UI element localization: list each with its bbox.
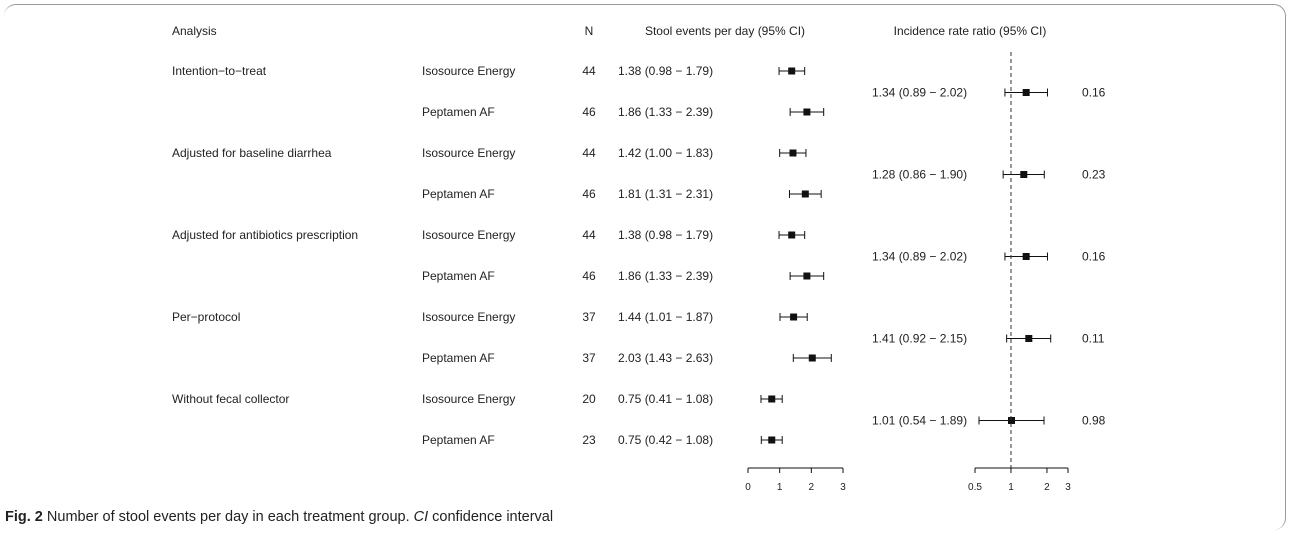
stool-estimate-label: 2.03 (1.43 − 2.63): [618, 351, 713, 365]
stool-point: [790, 313, 798, 321]
n-value: 20: [582, 392, 596, 406]
irr-estimate-label: 1.34 (0.89 − 2.02): [872, 250, 967, 264]
analysis-group: Per−protocol Isosource Energy 37 1.44 (1.01…: [172, 310, 1105, 365]
stool-estimate-label: 1.86 (1.33 − 2.39): [618, 269, 713, 283]
caption-fig-label: Fig. 2: [5, 509, 43, 525]
stool-point: [801, 190, 809, 198]
stool-estimate-label: 1.38 (0.98 − 1.79): [618, 228, 713, 242]
header-irr: Incidence rate ratio (95% CI): [894, 24, 1047, 38]
stool-estimate-label: 1.38 (0.98 − 1.79): [618, 64, 713, 78]
treatment-label: Peptamen AF: [422, 433, 495, 447]
p-value: 0.16: [1082, 250, 1106, 264]
p-value: 0.23: [1082, 168, 1106, 182]
caption-abbr: CI: [413, 509, 429, 525]
treatment-label: Isosource Energy: [422, 392, 515, 406]
stool-estimate-label: 0.75 (0.42 − 1.08): [618, 433, 713, 447]
stool-point: [788, 67, 796, 75]
analysis-label: Adjusted for antibiotics prescription: [172, 228, 358, 242]
stool-axis-tick-label: 0: [745, 482, 751, 493]
irr-axis-tick-label: 1: [1008, 482, 1014, 493]
analysis-group: Intention−to−treat Isosource Energy 44 1.38…: [172, 64, 1106, 119]
stool-axis-tick-label: 3: [840, 482, 846, 493]
figure-caption: Fig. 2 Number of stool events per day in…: [5, 509, 553, 525]
treatment-label: Peptamen AF: [422, 351, 495, 365]
treatment-label: Isosource Energy: [422, 228, 515, 242]
stool-estimate-label: 1.81 (1.31 − 2.31): [618, 187, 713, 201]
stool-estimate-label: 1.44 (1.01 − 1.87): [618, 310, 713, 324]
treatment-label: Isosource Energy: [422, 64, 515, 78]
treatment-label: Peptamen AF: [422, 105, 495, 119]
figure-frame: [4, 4, 1286, 530]
stool-point: [803, 108, 811, 116]
stool-point: [768, 436, 776, 444]
stool-point: [768, 395, 776, 403]
p-value: 0.11: [1082, 332, 1105, 346]
analysis-label: Adjusted for baseline diarrhea: [172, 146, 332, 160]
irr-axis-tick-label: 0.5: [968, 482, 982, 493]
n-value: 46: [582, 105, 596, 119]
irr-estimate-label: 1.01 (0.54 − 1.89): [872, 414, 967, 428]
stool-point: [789, 149, 797, 157]
n-value: 23: [582, 433, 596, 447]
irr-point: [1025, 335, 1033, 342]
caption-text: Number of stool events per day in each t…: [42, 509, 414, 525]
stool-axis-tick-label: 1: [777, 482, 783, 493]
n-value: 37: [582, 310, 596, 324]
irr-axis-tick-label: 2: [1044, 482, 1050, 493]
analysis-group: Adjusted for antibiotics prescription Iso…: [172, 228, 1106, 283]
stool-axis-tick-label: 2: [809, 482, 815, 493]
analysis-group: Without fecal collector Isosource Energy 2…: [172, 392, 1106, 447]
treatment-label: Isosource Energy: [422, 146, 515, 160]
caption-text-after: confidence interval: [428, 509, 554, 525]
p-value: 0.98: [1082, 414, 1106, 428]
irr-estimate-label: 1.28 (0.86 − 1.90): [872, 168, 967, 182]
n-value: 37: [582, 351, 596, 365]
n-value: 44: [582, 146, 596, 160]
stool-estimate-label: 0.75 (0.41 − 1.08): [618, 392, 713, 406]
analysis-label: Per−protocol: [172, 310, 240, 324]
irr-estimate-label: 1.41 (0.92 − 2.15): [872, 332, 967, 346]
p-value: 0.16: [1082, 86, 1106, 100]
irr-point: [1022, 89, 1030, 96]
irr-axis-tick-label: 3: [1065, 482, 1071, 493]
irr-point: [1020, 171, 1028, 178]
stool-point: [803, 272, 811, 280]
analysis-group: Adjusted for baseline diarrhea Isosource …: [172, 146, 1106, 201]
treatment-label: Peptamen AF: [422, 269, 495, 283]
header-n: N: [585, 24, 594, 38]
analysis-label: Intention−to−treat: [172, 64, 267, 78]
n-value: 44: [582, 64, 596, 78]
irr-point: [1022, 253, 1030, 260]
n-value: 44: [582, 228, 596, 242]
n-value: 46: [582, 187, 596, 201]
n-value: 46: [582, 269, 596, 283]
irr-estimate-label: 1.34 (0.89 − 2.02): [872, 86, 967, 100]
stool-point: [788, 231, 796, 239]
treatment-label: Isosource Energy: [422, 310, 515, 324]
header-stool: Stool events per day (95% CI): [645, 24, 805, 38]
stool-estimate-label: 1.42 (1.00 − 1.83): [618, 146, 713, 160]
stool-point: [808, 354, 816, 362]
stool-estimate-label: 1.86 (1.33 − 2.39): [618, 105, 713, 119]
treatment-label: Peptamen AF: [422, 187, 495, 201]
analysis-label: Without fecal collector: [172, 392, 289, 406]
forest-plot: Analysis N Stool events per day (95% CI)…: [172, 24, 1106, 493]
header-analysis: Analysis: [172, 24, 217, 38]
irr-point: [1007, 417, 1015, 424]
